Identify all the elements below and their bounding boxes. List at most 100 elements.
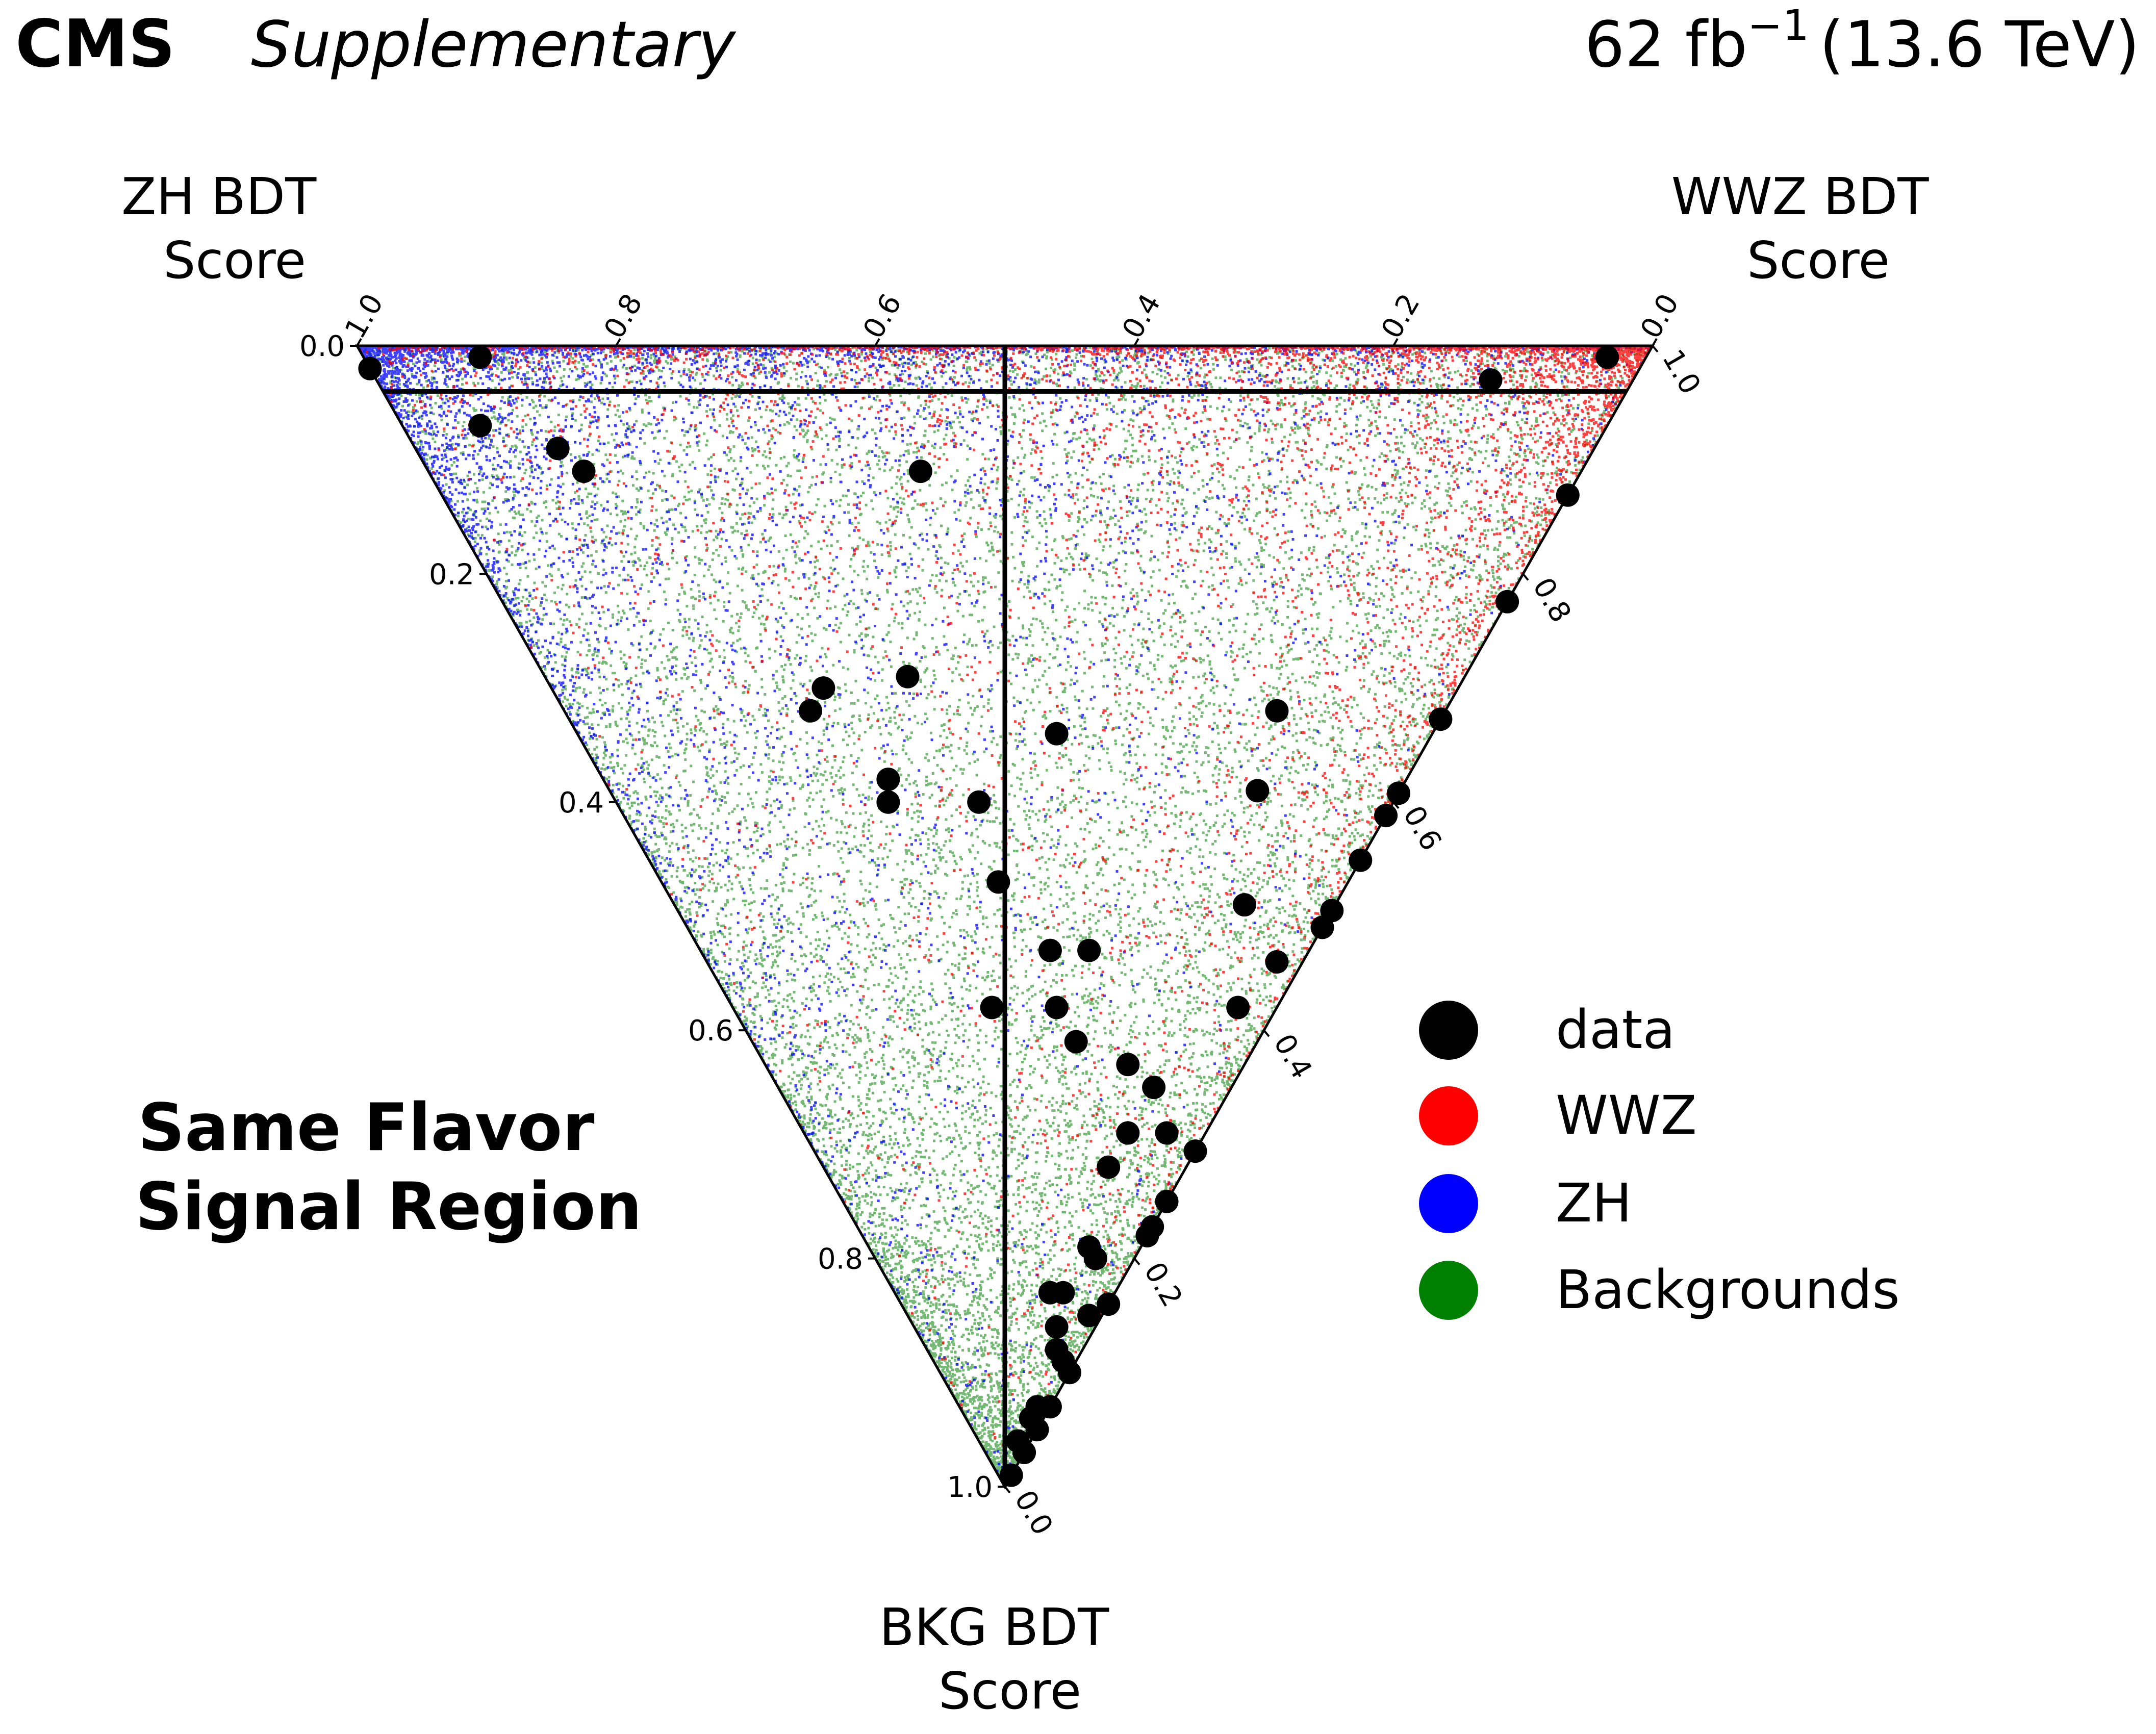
data-point bbox=[1051, 1281, 1075, 1305]
data-point bbox=[1051, 1349, 1075, 1373]
legend-marker-zh bbox=[1419, 1174, 1478, 1233]
status-label: Supplementary bbox=[251, 8, 737, 82]
data-point bbox=[1038, 938, 1062, 962]
data-point bbox=[1479, 368, 1503, 392]
data-point bbox=[358, 356, 382, 380]
series-backgrounds-points bbox=[359, 346, 1653, 1487]
data-point bbox=[1135, 1223, 1159, 1247]
data-point bbox=[1429, 707, 1453, 731]
data-point bbox=[546, 437, 570, 461]
data-point bbox=[1349, 848, 1373, 872]
tick-mark bbox=[1522, 573, 1529, 581]
bkg-tick-label: 0.2 bbox=[429, 558, 474, 591]
data-point bbox=[1183, 1139, 1207, 1163]
region-label: Same Flavor Signal Region bbox=[135, 1090, 642, 1245]
lumi-label: 62 fb−1 (13.6 TeV) bbox=[1584, 2, 2140, 82]
legend-marker-data bbox=[1419, 1001, 1478, 1060]
data-point bbox=[1116, 1121, 1140, 1145]
data-point bbox=[986, 870, 1010, 894]
data-point bbox=[468, 345, 492, 369]
wwz-tick-label: 0.8 bbox=[1526, 572, 1578, 628]
tick-mark bbox=[1652, 338, 1658, 346]
zh-tick-label: 0.6 bbox=[857, 288, 908, 344]
tick-mark bbox=[1392, 801, 1400, 809]
bkg-tick-label: 1.0 bbox=[947, 1471, 993, 1504]
lumi-value: 62 fb bbox=[1584, 8, 1747, 82]
wwz-tick-label: 0.2 bbox=[1137, 1257, 1189, 1313]
legend-marker-backgrounds bbox=[1419, 1261, 1478, 1320]
tick-mark bbox=[1004, 1486, 1011, 1494]
data-point bbox=[876, 768, 900, 792]
legend-label-wwz: WWZ bbox=[1556, 1084, 1697, 1146]
data-point bbox=[1155, 1189, 1179, 1213]
data-point bbox=[1374, 804, 1398, 828]
data-point bbox=[1310, 915, 1334, 939]
legend-marker-wwz bbox=[1419, 1086, 1478, 1145]
tick-mark bbox=[1652, 345, 1659, 353]
data-point bbox=[1012, 1440, 1036, 1464]
data-point bbox=[799, 699, 822, 723]
data-point bbox=[1232, 893, 1256, 917]
data-point bbox=[1556, 483, 1580, 507]
data-points bbox=[358, 345, 1619, 1487]
data-point bbox=[1116, 1053, 1140, 1077]
tick-mark bbox=[1133, 1258, 1140, 1265]
data-point bbox=[468, 414, 492, 438]
zh-tick-label: 0.2 bbox=[1375, 288, 1427, 344]
data-point bbox=[980, 996, 1004, 1019]
mc-scatter-points bbox=[357, 346, 1653, 1487]
experiment-label: CMS bbox=[15, 6, 175, 82]
wwz-axis-title: WWZ BDT Score bbox=[1671, 167, 1945, 290]
data-point bbox=[1077, 1304, 1101, 1328]
data-point bbox=[1246, 779, 1270, 803]
data-point bbox=[1045, 1315, 1069, 1339]
data-point bbox=[896, 665, 920, 688]
zh-tick-label: 0.8 bbox=[598, 288, 649, 344]
tick-mark bbox=[874, 338, 880, 346]
tick-mark bbox=[1133, 338, 1139, 346]
data-point bbox=[1038, 1395, 1062, 1419]
data-point bbox=[1097, 1155, 1121, 1179]
legend-label-data: data bbox=[1556, 999, 1675, 1061]
tick-mark bbox=[356, 338, 362, 346]
wwz-tick-label: 1.0 bbox=[1656, 344, 1707, 400]
bkg-tick-label: 0.4 bbox=[559, 786, 604, 820]
zh-tick-label: 0.4 bbox=[1116, 288, 1168, 344]
data-point bbox=[811, 676, 835, 700]
data-point bbox=[1083, 1246, 1107, 1270]
data-point bbox=[1142, 1076, 1166, 1100]
data-point bbox=[1226, 996, 1250, 1019]
data-point bbox=[1064, 1030, 1088, 1054]
legend: data WWZ ZH Backgrounds bbox=[1419, 999, 1900, 1321]
data-point bbox=[572, 460, 596, 483]
lumi-energy: (13.6 TeV) bbox=[1819, 8, 2140, 82]
bkg-tick-label: 0.8 bbox=[818, 1243, 863, 1276]
zh-axis-title: ZH BDT Score bbox=[121, 167, 333, 290]
bkg-axis-title: BKG BDT Score bbox=[879, 1597, 1125, 1721]
tick-mark bbox=[1392, 338, 1399, 346]
data-point bbox=[1265, 699, 1289, 723]
wwz-tick-label: 0.4 bbox=[1267, 1029, 1318, 1085]
bkg-tick-label: 0.6 bbox=[688, 1014, 733, 1048]
data-point bbox=[1265, 950, 1289, 974]
data-point bbox=[1045, 722, 1069, 746]
data-point bbox=[1077, 938, 1101, 962]
data-point bbox=[1097, 1292, 1121, 1316]
data-point bbox=[1495, 590, 1519, 614]
lumi-exponent: −1 bbox=[1747, 2, 1809, 50]
data-point bbox=[1387, 781, 1410, 805]
wwz-tick-label: 0.6 bbox=[1397, 800, 1448, 856]
data-point bbox=[1045, 996, 1069, 1019]
data-point bbox=[1155, 1121, 1179, 1145]
bkg-tick-label: 0.0 bbox=[299, 330, 345, 363]
data-point bbox=[999, 1463, 1023, 1487]
data-point bbox=[967, 790, 991, 814]
data-point bbox=[876, 790, 900, 814]
tick-mark bbox=[1263, 1029, 1270, 1037]
data-point bbox=[1025, 1418, 1049, 1442]
tick-mark bbox=[615, 338, 621, 346]
legend-label-zh: ZH bbox=[1556, 1172, 1632, 1234]
zh-tick-label: 1.0 bbox=[339, 288, 390, 344]
wwz-tick-label: 0.0 bbox=[1008, 1485, 1059, 1541]
